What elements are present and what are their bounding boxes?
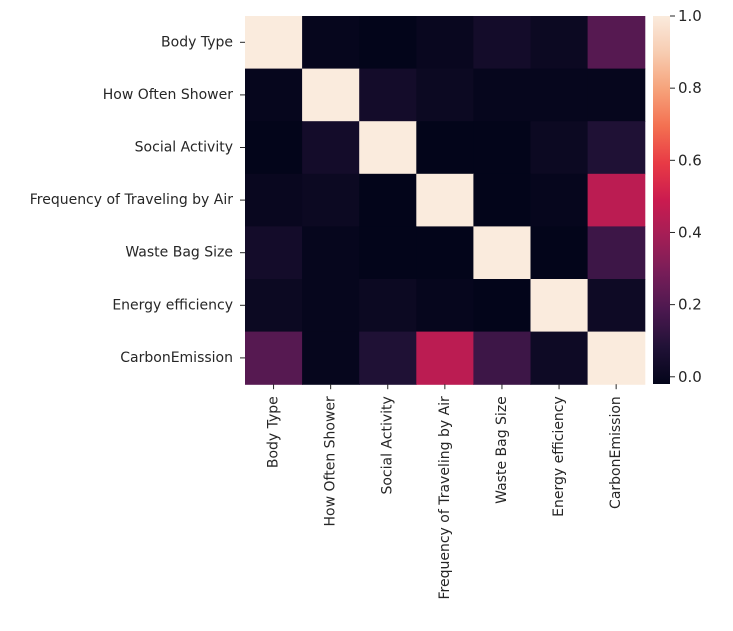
heatmap-cell — [359, 68, 417, 122]
column-label: How Often Shower — [323, 396, 339, 527]
column-label: Body Type — [266, 396, 282, 468]
heatmap-cell — [587, 173, 646, 227]
heatmap-cell — [416, 279, 474, 333]
heatmap-cell — [302, 121, 360, 175]
heatmap-cell — [530, 173, 589, 227]
colorbar-tick-label: 0.8 — [678, 79, 702, 97]
colorbar-tick-label: 1.0 — [678, 7, 702, 25]
row-label: Waste Bag Size — [125, 245, 233, 261]
row-label: Energy efficiency — [112, 297, 233, 313]
row-label: Social Activity — [135, 140, 233, 156]
colorbar-tick-label: 0.2 — [678, 296, 702, 314]
heatmap-cell — [245, 121, 303, 175]
heatmap-cell — [245, 16, 303, 70]
heatmap-cell — [587, 226, 646, 280]
heatmap-cell — [530, 16, 589, 70]
heatmap-cell — [587, 121, 646, 175]
colorbar-tick-label: 0.4 — [678, 223, 702, 241]
column-label: Energy efficiency — [551, 396, 567, 517]
heatmap-cell — [530, 331, 589, 385]
heatmap-cell — [416, 226, 474, 280]
heatmap-cell — [587, 331, 646, 385]
heatmap-cell — [473, 279, 532, 333]
row-labels: Body Type How Often Shower Social Activity… — [30, 34, 245, 366]
heatmap-cell — [473, 121, 532, 175]
row-label: CarbonEmission — [120, 350, 233, 366]
colorbar: 0.0 0.2 0.4 0.6 0.8 1.0 — [653, 7, 702, 386]
heatmap-cell — [302, 279, 360, 333]
heatmap-cell — [359, 279, 417, 333]
heatmap-cell — [359, 121, 417, 175]
heatmap-cell — [245, 226, 303, 280]
heatmap-cells — [245, 16, 646, 385]
heatmap-cell — [473, 173, 532, 227]
row-label: Frequency of Traveling by Air — [30, 192, 234, 208]
colorbar-tick-label: 0.6 — [678, 151, 702, 169]
heatmap-cell — [530, 121, 589, 175]
heatmap-cell — [359, 226, 417, 280]
heatmap-cell — [416, 173, 474, 227]
colorbar-tick-label: 0.0 — [678, 368, 702, 386]
heatmap-cell — [587, 279, 646, 333]
heatmap-cell — [245, 68, 303, 122]
heatmap-cell — [245, 173, 303, 227]
heatmap-cell — [359, 331, 417, 385]
heatmap-cell — [359, 16, 417, 70]
heatmap-cell — [245, 331, 303, 385]
heatmap-cell — [587, 16, 646, 70]
heatmap-cell — [416, 68, 474, 122]
heatmap-cell — [302, 331, 360, 385]
heatmap-cell — [530, 226, 589, 280]
row-label: How Often Shower — [103, 87, 234, 103]
heatmap-cell — [530, 68, 589, 122]
heatmap-cell — [416, 16, 474, 70]
heatmap-cell — [473, 16, 532, 70]
column-labels: Body Type How Often Shower Social Activity… — [266, 384, 624, 600]
heatmap-cell — [587, 68, 646, 122]
heatmap-cell — [359, 173, 417, 227]
column-label: Social Activity — [380, 396, 396, 494]
heatmap-cell — [530, 279, 589, 333]
heatmap-cell — [473, 226, 532, 280]
column-label: CarbonEmission — [608, 396, 624, 509]
column-label: Waste Bag Size — [494, 396, 510, 504]
heatmap-cell — [416, 121, 474, 175]
heatmap-cell — [245, 279, 303, 333]
heatmap-cell — [302, 16, 360, 70]
heatmap-cell — [473, 331, 532, 385]
heatmap-cell — [302, 173, 360, 227]
heatmap-cell — [302, 68, 360, 122]
heatmap-cell — [416, 331, 474, 385]
heatmap-cell — [302, 226, 360, 280]
column-label: Frequency of Traveling by Air — [437, 396, 453, 600]
row-label: Body Type — [161, 34, 233, 50]
colorbar-gradient — [653, 16, 670, 384]
heatmap-cell — [473, 68, 532, 122]
